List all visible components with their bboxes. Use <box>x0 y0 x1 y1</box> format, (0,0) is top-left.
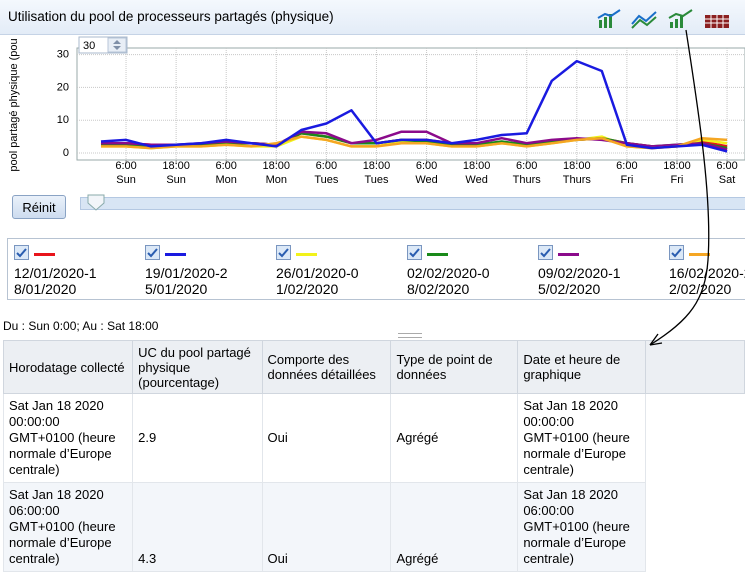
series-line <box>100 59 728 153</box>
chart: pool partagé physique (pou 30 0 10 20 30 6:0… <box>8 36 745 186</box>
table-cell: 4.3 <box>132 482 263 572</box>
legend-swatch <box>296 253 317 256</box>
range-slider[interactable] <box>80 194 745 212</box>
legend-label: 16/02/2020-22/02/2020 <box>669 265 745 297</box>
y-tick-label: 20 <box>57 81 69 93</box>
x-tick-label: 6:00 Thurs <box>513 160 542 186</box>
x-tick-label: 18:00 Wed <box>463 160 491 186</box>
table-header-row: Horodatage collecté UC du pool partagé ph… <box>2 340 745 394</box>
x-tick-label: 18:00 Sun <box>162 160 190 186</box>
legend-checkbox[interactable] <box>669 245 684 260</box>
icon-line[interactable] <box>631 11 657 29</box>
table-cell: 2.9 <box>132 393 263 483</box>
x-tick-label: 18:00 Mon <box>263 160 291 186</box>
y-tick-label: 30 <box>57 48 69 60</box>
table-cell-empty <box>645 482 745 572</box>
legend-checkbox[interactable] <box>538 245 553 260</box>
column-header: Type de point de données <box>390 340 519 394</box>
table-cell: Agrégé <box>390 482 519 572</box>
table-cell: Sat Jan 18 2020 06:00:00 GMT+0100 (heure… <box>2 482 134 572</box>
x-tick-label: 6:00 Tues <box>314 160 339 186</box>
panel-header: Utilisation du pool de processeurs parta… <box>0 0 745 35</box>
legend-label: 09/02/2020-15/02/2020 <box>538 265 621 297</box>
legend-checkbox[interactable] <box>407 245 422 260</box>
y-axis-label: pool partagé physique (pou <box>8 38 20 171</box>
legend-label: 19/01/2020-25/01/2020 <box>145 265 228 297</box>
column-header: UC du pool partagé physique (pourcentage… <box>132 340 263 394</box>
x-tick-label: 18:00 Thurs <box>563 160 592 186</box>
table-cell: Sat Jan 18 2020 06:00:00 GMT+0100 (heure… <box>517 482 647 572</box>
column-header-empty <box>645 340 745 394</box>
x-tick-label: 6:00 Fri <box>616 160 637 186</box>
icon-bar-line[interactable] <box>597 9 621 28</box>
x-tick-label: 18:00 Fri <box>663 160 691 186</box>
legend-label: 12/01/2020-18/01/2020 <box>14 265 97 297</box>
y-tick-label: 10 <box>57 114 69 126</box>
x-tick-label: 6:00 Wed <box>415 160 437 186</box>
slider-handle[interactable] <box>87 194 107 212</box>
legend-swatch <box>427 253 448 256</box>
table-cell: Oui <box>261 482 392 572</box>
y-tick-label: 0 <box>63 147 69 159</box>
x-tick-label: 18:00 Tues <box>363 160 391 186</box>
table-cell: Sat Jan 18 2020 00:00:00 GMT+0100 (heure… <box>2 393 134 483</box>
legend-label: 26/01/2020-01/02/2020 <box>276 265 359 297</box>
legend-swatch <box>34 253 55 256</box>
x-tick-label: 6:00 Sun <box>115 160 136 186</box>
legend-swatch <box>689 253 710 256</box>
legend-label: 02/02/2020-08/02/2020 <box>407 265 490 297</box>
icon-stacked[interactable] <box>668 9 693 28</box>
table-cell: Oui <box>261 393 392 483</box>
icon-table[interactable] <box>705 15 729 28</box>
series-line <box>101 135 728 150</box>
legend-checkbox[interactable] <box>14 245 29 260</box>
legend-swatch <box>165 253 186 256</box>
toolbar-icons <box>597 9 729 29</box>
period-input: 30 <box>83 40 95 52</box>
column-header: Horodatage collecté <box>2 340 134 394</box>
column-header: Comporte des données détaillées <box>261 340 392 394</box>
table-row: Sat Jan 18 2020 06:00:00 GMT+0100 (heure… <box>2 482 745 572</box>
panel-title: Utilisation du pool de processeurs parta… <box>8 9 334 24</box>
reset-button[interactable]: Réinit <box>12 195 66 219</box>
legend: 12/01/2020-18/01/2020 19/01/2020-25/01/20… <box>7 238 745 300</box>
table-cell: Sat Jan 18 2020 00:00:00 GMT+0100 (heure… <box>517 393 647 483</box>
table-cell-empty <box>645 393 745 483</box>
table-row: Sat Jan 18 2020 00:00:00 GMT+0100 (heure… <box>2 393 745 483</box>
legend-checkbox[interactable] <box>276 245 291 260</box>
x-tick-label: 6:00 Sat <box>716 160 737 186</box>
legend-checkbox[interactable] <box>145 245 160 260</box>
data-table: Horodatage collecté UC du pool partagé ph… <box>2 340 745 572</box>
x-tick-label: 6:00 Mon <box>215 160 236 186</box>
range-text: Du : Sun 0:00; Au : Sat 18:00 <box>3 319 159 333</box>
period-spinner[interactable]: 30 <box>78 36 128 54</box>
legend-swatch <box>558 253 579 256</box>
column-header: Date et heure de graphique <box>517 340 647 394</box>
splitter[interactable] <box>398 333 422 338</box>
table-cell: Agrégé <box>390 393 519 483</box>
